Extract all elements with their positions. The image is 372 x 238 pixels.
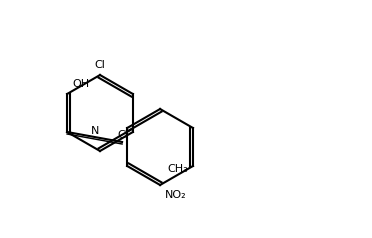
Text: Cl: Cl [117,130,128,140]
Text: NO₂: NO₂ [165,190,187,200]
Text: N: N [90,126,99,136]
Text: OH: OH [72,79,89,89]
Text: CH₃: CH₃ [167,164,188,174]
Text: Cl: Cl [94,60,105,70]
